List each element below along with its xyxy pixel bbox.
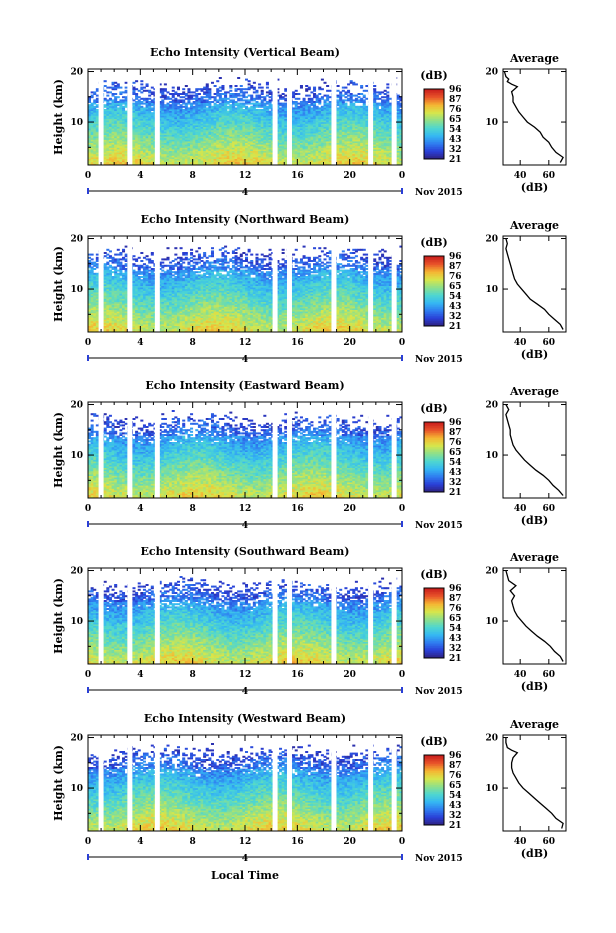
- chart-panel: Echo Intensity (Vertical Beam)0 4 8 12 16 20 0…: [52, 46, 566, 198]
- chart-title: Echo Intensity (Vertical Beam): [150, 46, 340, 59]
- echo-intensity-figure: Echo Intensity (Vertical Beam) 0 4 8 12 16 20 0…: [0, 0, 616, 929]
- heatmap-cells: [88, 77, 402, 165]
- figure-canvas: Echo Intensity (Vertical Beam)0 4 8 12 16 20 0…: [0, 0, 616, 929]
